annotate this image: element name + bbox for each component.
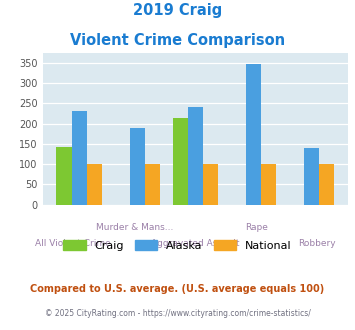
Text: Robbery: Robbery [299,239,336,248]
Bar [56,147,72,205]
Text: Murder & Mans...: Murder & Mans... [95,223,173,232]
Bar [72,112,87,205]
Text: All Violent Crime: All Violent Crime [35,239,111,248]
Bar [173,117,188,205]
Bar [87,164,102,205]
Bar [261,164,276,205]
Text: Rape: Rape [245,223,268,232]
Bar [203,164,218,205]
Bar [145,164,160,205]
Text: Violent Crime Comparison: Violent Crime Comparison [70,33,285,48]
Text: © 2025 CityRating.com - https://www.cityrating.com/crime-statistics/: © 2025 CityRating.com - https://www.city… [45,309,310,317]
Text: Aggravated Assault: Aggravated Assault [151,239,240,248]
Text: Compared to U.S. average. (U.S. average equals 100): Compared to U.S. average. (U.S. average … [31,284,324,294]
Legend: Craig, Alaska, National: Craig, Alaska, National [59,235,296,255]
Bar [304,148,319,205]
Bar [246,64,261,205]
Bar [188,108,203,205]
Bar [130,128,145,205]
Text: 2019 Craig: 2019 Craig [133,3,222,18]
Bar [319,164,334,205]
